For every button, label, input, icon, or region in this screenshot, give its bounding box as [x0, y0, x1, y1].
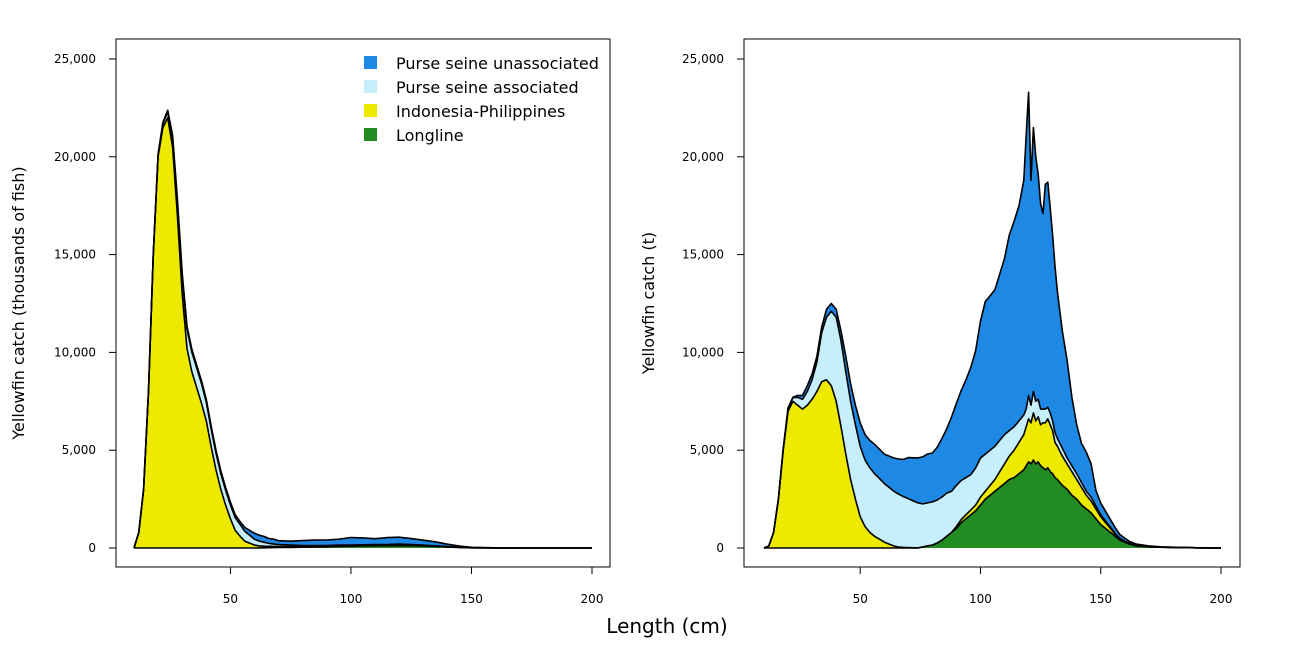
legend-swatch-purse-seine-unassociated [364, 56, 377, 69]
legend-label-longline: Longline [396, 126, 464, 145]
right-x-tick-label: 50 [853, 592, 868, 606]
right-x-tick-label: 200 [1210, 592, 1233, 606]
left-y-tick-label: 15,000 [54, 248, 96, 262]
left-outline-purse-seine-unassociated [133, 109, 592, 549]
legend-entry-longline: Longline [364, 126, 464, 145]
left-x-tick-label: 100 [339, 592, 362, 606]
right-y-tick-label: 25,000 [682, 52, 724, 66]
left-area-indonesia-philippines [134, 117, 592, 548]
right-y-tick-label: 15,000 [682, 248, 724, 262]
legend-entry-purse-seine-unassociated: Purse seine unassociated [364, 54, 599, 73]
right-outline-purse-seine-unassociated [763, 91, 1222, 549]
left-area-series [133, 109, 592, 549]
right-y-axis-label: Yellowfin catch (t) [639, 232, 658, 375]
right-x-tick-label: 150 [1089, 592, 1112, 606]
left-y-tick-label: 25,000 [54, 52, 96, 66]
left-x-tick-label: 200 [581, 592, 604, 606]
right-area-indonesia-philippines [764, 379, 1221, 548]
left-y-axis-label: Yellowfin catch (thousands of fish) [9, 166, 28, 440]
right-plot-frame [743, 38, 1241, 568]
right-y-axis: 0 5,000 10,000 15,000 20,000 25,000 [682, 52, 744, 555]
x-axis-label: Length (cm) [606, 614, 727, 638]
right-y-tick-label: 10,000 [682, 345, 724, 359]
right-area-purse-seine-unassociated [764, 92, 1221, 549]
left-y-tick-label: 10,000 [54, 345, 96, 359]
legend-label-purse-seine-unassociated: Purse seine unassociated [396, 54, 599, 73]
right-y-tick-label: 5,000 [690, 443, 724, 457]
left-x-tick-label: 50 [223, 592, 238, 606]
right-area-purse-seine-associated [764, 311, 1221, 548]
legend-swatch-longline [364, 128, 377, 141]
right-y-tick-label: 0 [716, 541, 724, 555]
legend-swatch-indonesia-philippines [364, 104, 377, 117]
right-outline-purse-seine-associated [763, 310, 1222, 549]
left-x-axis: 50 100 150 200 [223, 567, 604, 606]
left-y-tick-label: 5,000 [62, 443, 96, 457]
right-x-tick-label: 100 [969, 592, 992, 606]
right-y-tick-label: 20,000 [682, 150, 724, 164]
right-area-longline [764, 460, 1221, 548]
right-area-series [763, 91, 1222, 549]
legend-label-indonesia-philippines: Indonesia-Philippines [396, 102, 565, 121]
right-outline-longline [764, 459, 1222, 549]
right-outline-indonesia-philippines [763, 379, 1222, 549]
left-chart-panel: 50 100 150 200 0 5,000 10,000 15,000 20,000 25,0… [9, 38, 611, 606]
legend-entry-purse-seine-associated: Purse seine associated [364, 78, 579, 97]
left-x-tick-label: 150 [460, 592, 483, 606]
legend: Purse seine unassociated Purse seine ass… [364, 54, 599, 145]
legend-swatch-purse-seine-associated [364, 80, 377, 93]
left-y-tick-label: 20,000 [54, 150, 96, 164]
right-chart-panel: 50 100 150 200 0 5,000 10,000 15,000 20,000 25,0… [639, 38, 1241, 606]
left-y-axis: 0 5,000 10,000 15,000 20,000 25,000 [54, 52, 116, 555]
right-x-axis: 50 100 150 200 [853, 567, 1233, 606]
left-plot-frame [115, 38, 611, 568]
left-y-tick-label: 0 [88, 541, 96, 555]
legend-label-purse-seine-associated: Purse seine associated [396, 78, 579, 97]
legend-entry-indonesia-philippines: Indonesia-Philippines [364, 102, 565, 121]
